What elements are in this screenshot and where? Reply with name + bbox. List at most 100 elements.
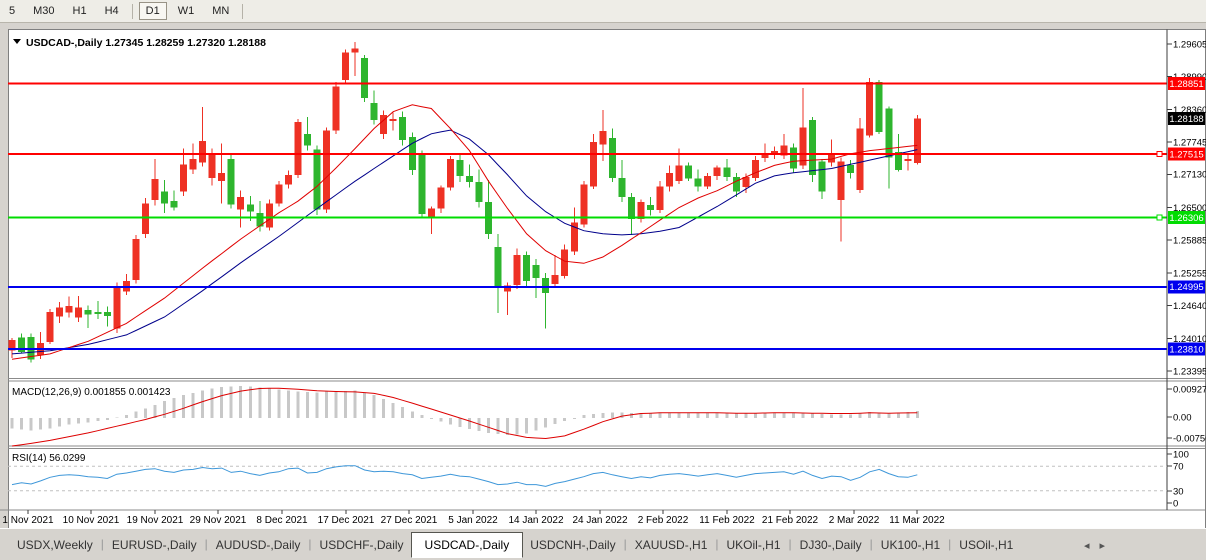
candlestick <box>694 169 702 192</box>
candlestick <box>685 162 693 182</box>
candlestick <box>294 119 302 178</box>
date-tick-label: 21 Feb 2022 <box>762 515 819 526</box>
date-tick-label: 19 Nov 2021 <box>127 515 184 526</box>
candlestick <box>599 110 607 162</box>
candlestick <box>351 42 359 76</box>
tab-separator: | <box>623 536 627 551</box>
date-axis[interactable]: 1 Nov 2021 10 Nov 2021 19 Nov 2021 29 Nov 2… <box>2 510 945 526</box>
candlestick <box>170 190 178 211</box>
candlestick <box>94 301 102 320</box>
candlestick <box>265 199 273 231</box>
timeframe-button-5[interactable]: 5 <box>9 5 16 17</box>
svg-text:1.27515: 1.27515 <box>1169 150 1203 161</box>
level-price-label: 1.27515 <box>1168 147 1205 161</box>
price-tick-label: 1.25255 <box>1173 269 1206 280</box>
rsi-title: RSI(14) 56.0299 <box>12 453 86 464</box>
line-anchor-handle[interactable] <box>1156 214 1163 221</box>
candlestick <box>113 282 121 333</box>
candlestick <box>199 106 207 167</box>
fast-moving-average-line <box>11 104 918 360</box>
chart-tab-audusd-daily[interactable]: AUDUSD-,Daily <box>215 537 301 552</box>
date-tick-label: 27 Dec 2021 <box>381 515 438 526</box>
chart-legend-ohlc: USDCAD-,Daily 1.27345 1.28259 1.27320 1.… <box>26 37 266 49</box>
chart-tab-eurusd-daily[interactable]: EURUSD-,Daily <box>111 537 197 552</box>
candlestick <box>589 133 597 190</box>
candlestick <box>656 181 664 213</box>
candlestick-series <box>8 42 921 363</box>
timeframe-button-D1[interactable]: D1 <box>138 2 167 20</box>
candlestick <box>56 301 64 323</box>
candlestick <box>885 106 893 189</box>
candlestick <box>322 127 330 213</box>
chart-tab-xauusd-h1[interactable]: XAUUSD-,H1 <box>634 537 708 552</box>
chart-tab-usdx-weekly[interactable]: USDX,Weekly <box>17 537 93 552</box>
macd-title: MACD(12,26,9) 0.001855 0.001423 <box>12 387 171 398</box>
candlestick <box>789 143 797 173</box>
candlestick <box>761 143 769 163</box>
candlestick <box>713 165 721 181</box>
timeframe-button-H1[interactable]: H1 <box>72 5 87 17</box>
price-tick-label: 1.29605 <box>1173 39 1206 50</box>
candlestick <box>894 133 902 172</box>
date-tick-label: 2 Mar 2022 <box>829 515 880 526</box>
candlestick <box>494 233 502 313</box>
chart-tabs-bar: USDX,Weekly | EURUSD-,Daily | AUDUSD-,Daily |… <box>0 528 1206 560</box>
timeframe-button-W1[interactable]: W1 <box>177 5 195 17</box>
candlestick <box>751 155 759 182</box>
candlestick <box>875 80 883 134</box>
candlestick <box>399 111 407 146</box>
level-price-label: 1.24995 <box>1168 280 1205 294</box>
candlestick <box>580 181 588 228</box>
date-tick-label: 29 Nov 2021 <box>190 515 247 526</box>
chart-tab-usdchf-daily[interactable]: USDCHF-,Daily <box>319 537 404 552</box>
level-price-label: 1.23810 <box>1168 342 1205 356</box>
macd-panel: MACD(12,26,9) 0.001855 0.001423 0.009278 0… <box>10 384 1206 447</box>
chart-tab-uk100-h1[interactable]: UK100-,H1 <box>880 537 941 552</box>
candlestick <box>542 272 550 329</box>
candlestick <box>380 110 388 140</box>
candlestick <box>361 54 369 103</box>
timeframe-toolbar: 5 M30 H1 H4 D1 W1 MN <box>0 0 1206 23</box>
rsi-axis-label: 30 <box>1173 486 1184 497</box>
candlestick <box>332 82 340 134</box>
svg-text:1.23810: 1.23810 <box>1169 345 1203 356</box>
candlestick <box>370 90 378 125</box>
date-tick-label: 17 Dec 2021 <box>318 515 375 526</box>
candlestick <box>18 333 26 354</box>
candlestick <box>828 139 836 167</box>
candlestick <box>904 153 912 171</box>
candlestick <box>465 164 473 188</box>
tabs-scroll-left-icon[interactable]: ◂ <box>1083 540 1090 552</box>
candlestick <box>618 160 626 203</box>
candlestick <box>122 273 130 295</box>
rsi-axis-label: 0 <box>1173 498 1178 509</box>
svg-text:1.26306: 1.26306 <box>1169 213 1203 224</box>
candlestick <box>303 116 311 151</box>
chart-tab-usoil-h1[interactable]: USOil-,H1 <box>959 537 1014 552</box>
tab-separator: | <box>204 536 208 551</box>
chart-tab-dj30-daily[interactable]: DJ30-,Daily <box>799 537 862 552</box>
macd-signal-line <box>11 387 918 447</box>
line-anchor-handle[interactable] <box>1156 151 1163 158</box>
rsi-line <box>11 465 918 487</box>
timeframe-button-H4[interactable]: H4 <box>104 5 119 17</box>
timeframe-button-MN[interactable]: MN <box>212 5 230 17</box>
candlestick <box>189 143 197 174</box>
date-tick-label: 24 Jan 2022 <box>572 515 627 526</box>
candlestick <box>856 118 864 193</box>
chart-tab-ukoil-h1[interactable]: UKOil-,H1 <box>726 537 781 552</box>
chart-tab-usdcnh-daily[interactable]: USDCNH-,Daily <box>530 537 616 552</box>
price-tick-label: 1.24010 <box>1173 334 1206 345</box>
candlestick <box>8 338 16 359</box>
timeframe-button-M30[interactable]: M30 <box>33 5 55 17</box>
candlestick <box>780 133 788 160</box>
candlestick <box>313 145 321 215</box>
candlestick <box>637 199 645 223</box>
symbol-dropdown-icon[interactable] <box>13 39 21 44</box>
tabs-scroll-right-icon[interactable]: ▸ <box>1099 540 1105 552</box>
macd-axis-label: 0.009278 <box>1173 384 1206 395</box>
chart-tab-usdcad-daily[interactable]: USDCAD-,Daily <box>410 531 524 558</box>
price-tick-label: 1.25885 <box>1173 235 1206 246</box>
candlestick <box>627 192 635 235</box>
candlestick <box>485 180 492 240</box>
